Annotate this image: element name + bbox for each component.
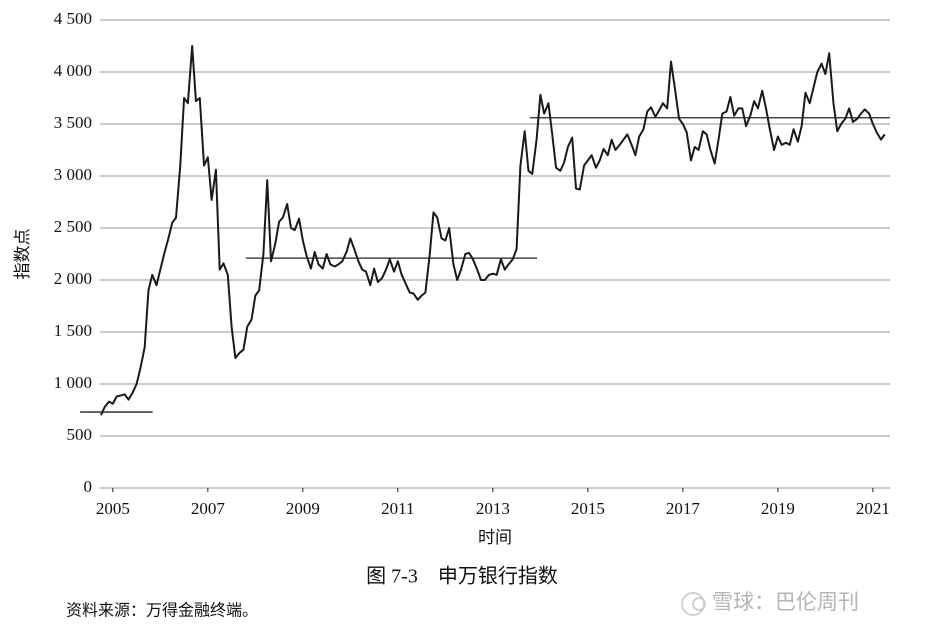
y-tick-label: 500 <box>67 425 93 444</box>
y-tick-label: 1 000 <box>54 373 92 392</box>
x-axis-label: 时间 <box>478 528 512 547</box>
y-tick-label: 1 500 <box>54 321 92 340</box>
x-tick-label: 2005 <box>96 499 130 518</box>
x-tick-label: 2009 <box>286 499 320 518</box>
source-note: 资料来源：万得金融终端。 <box>66 602 258 620</box>
x-tick-label: 2021 <box>856 499 890 518</box>
caption: 图 7-3 申万银行指数 <box>366 565 558 588</box>
x-tick-label: 2019 <box>761 499 795 518</box>
y-axis-label: 指数点 <box>13 229 32 280</box>
x-tick-label: 2017 <box>666 499 701 518</box>
x-tick-label: 2007 <box>191 499 226 518</box>
y-tick-label: 3 000 <box>54 165 92 184</box>
x-tick-label: 2015 <box>571 499 605 518</box>
x-tick-label: 2011 <box>381 499 414 518</box>
y-tick-label: 4 500 <box>54 9 92 28</box>
watermark-icon <box>681 592 706 616</box>
y-tick-label: 4 000 <box>54 61 92 80</box>
index-line <box>100 45 886 416</box>
y-tick-label: 3 500 <box>54 113 92 132</box>
x-tick-label: 2013 <box>476 499 510 518</box>
y-tick-label: 0 <box>84 477 93 496</box>
watermark: 雪球：巴伦周刊 <box>712 590 859 614</box>
y-tick-label: 2 500 <box>54 217 92 236</box>
y-tick-label: 2 000 <box>54 269 92 288</box>
